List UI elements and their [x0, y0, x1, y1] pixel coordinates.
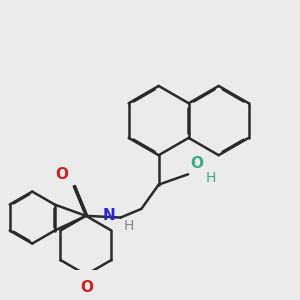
Text: O: O	[190, 157, 203, 172]
Text: H: H	[124, 219, 134, 233]
Text: H: H	[206, 171, 217, 185]
Text: O: O	[56, 167, 69, 182]
Text: O: O	[80, 280, 93, 295]
Text: N: N	[103, 208, 116, 223]
